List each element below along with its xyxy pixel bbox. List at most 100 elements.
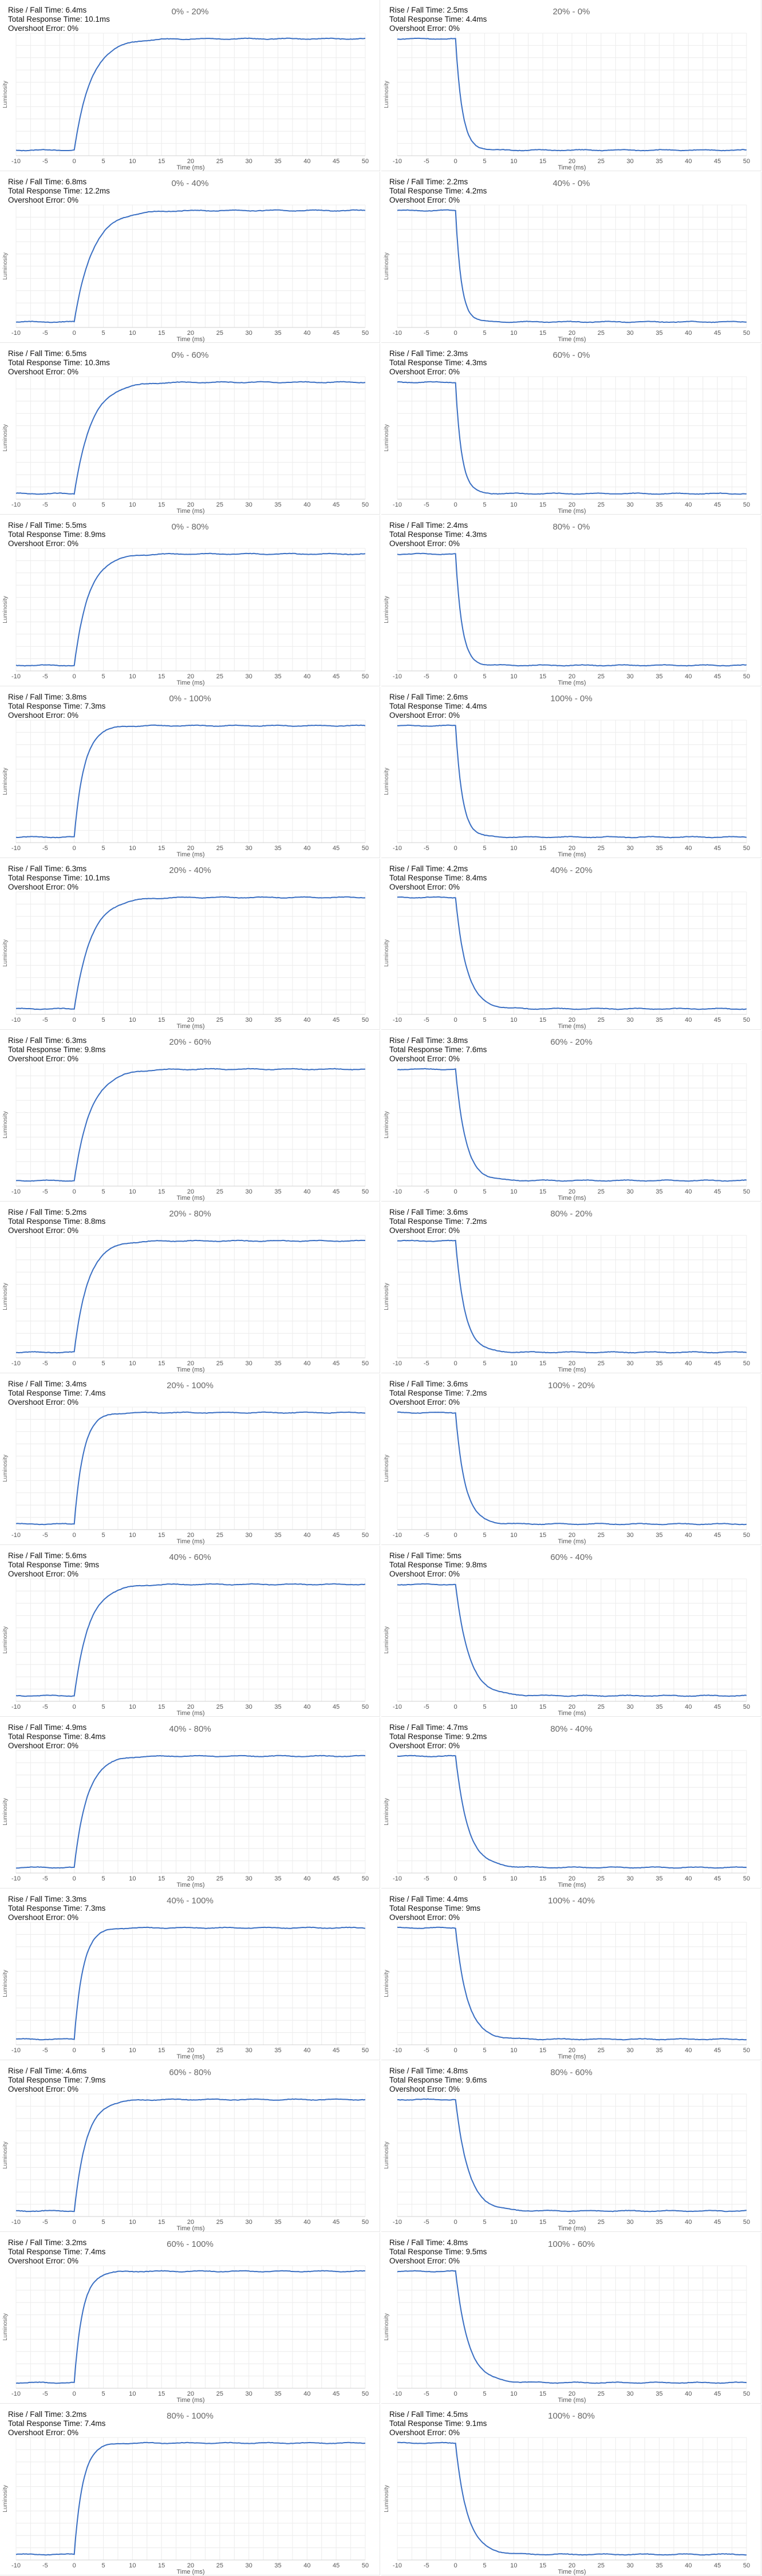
x-tick-label: -10	[393, 158, 402, 165]
luminosity-series-line	[15, 552, 366, 667]
x-tick-label: 50	[743, 2562, 750, 2569]
chart-panel: Rise / Fall Time: 3.8ms Total Response Ti…	[381, 1030, 761, 1202]
x-tick-label: 0	[73, 2047, 76, 2054]
overshoot-error-stat: Overshoot Error: 0%	[389, 1054, 460, 1063]
x-tick-label: 5	[101, 2047, 105, 2054]
x-tick-label: 40	[685, 1875, 692, 1882]
chart-panel: Rise / Fall Time: 4.5ms Total Response Ti…	[381, 2404, 761, 2575]
y-axis-label: Luminosity	[384, 939, 390, 967]
luminosity-series-line	[15, 1068, 366, 1182]
rise-fall-time-stat: Rise / Fall Time: 4.5ms	[389, 2410, 468, 2419]
x-tick-label: 5	[101, 2391, 105, 2397]
x-tick-label: -10	[393, 845, 402, 852]
x-tick-label: 0	[73, 673, 76, 680]
x-tick-label: 10	[510, 845, 517, 852]
x-tick-label: 40	[303, 2047, 310, 2054]
x-tick-label: 10	[510, 2562, 517, 2569]
total-response-time-stat: Total Response Time: 8.4ms	[8, 1732, 106, 1741]
chart-panel: Rise / Fall Time: 5.6ms Total Response Ti…	[0, 1546, 380, 1717]
total-response-time-stat: Total Response Time: 4.3ms	[389, 530, 487, 539]
overshoot-error-stat: Overshoot Error: 0%	[8, 1226, 79, 1235]
x-tick-label: -5	[424, 330, 429, 337]
stats-block: Rise / Fall Time: 2.4ms Total Response Ti…	[389, 521, 487, 548]
stats-block: Rise / Fall Time: 5ms Total Response Time…	[389, 1551, 487, 1579]
stats-block: Rise / Fall Time: 6.8ms Total Response Ti…	[8, 177, 110, 205]
luminosity-plot: -10 -5 0 5 10 15 20 25 30 35 40 45 50 Time (ms) Lumino…	[384, 376, 750, 515]
x-tick-label: 45	[714, 1017, 721, 1024]
x-tick-label: 45	[333, 2047, 339, 2054]
x-tick-label: 20	[187, 2219, 194, 2226]
stats-block: Rise / Fall Time: 2.6ms Total Response Ti…	[389, 693, 487, 720]
y-axis-label: Luminosity	[2, 1455, 9, 1482]
x-tick-label: 50	[743, 2391, 750, 2397]
x-tick-label: 25	[598, 1360, 605, 1367]
x-tick-label: 25	[216, 673, 223, 680]
x-tick-label: 0	[454, 158, 457, 165]
x-tick-label: 45	[714, 2391, 721, 2397]
overshoot-error-stat: Overshoot Error: 0%	[389, 711, 460, 720]
x-tick-label: 10	[510, 1704, 517, 1710]
rise-fall-time-stat: Rise / Fall Time: 3.8ms	[8, 693, 87, 701]
total-response-time-stat: Total Response Time: 7.3ms	[8, 1904, 106, 1913]
x-tick-label: 50	[743, 673, 750, 680]
x-tick-label: -10	[11, 1532, 21, 1539]
x-tick-label: 0	[454, 1360, 457, 1367]
x-tick-label: 35	[274, 2562, 281, 2569]
luminosity-plot: -10 -5 0 5 10 15 20 25 30 35 40 45 50 Time (ms) Lumino…	[2, 1406, 369, 1545]
x-tick-label: 0	[454, 2219, 457, 2226]
luminosity-plot: -10 -5 0 5 10 15 20 25 30 35 40 45 50 Time (ms) Lumino…	[2, 204, 369, 343]
x-tick-label: 30	[627, 158, 634, 165]
x-tick-label: 35	[274, 1875, 281, 1882]
x-tick-label: 20	[568, 1188, 575, 1195]
x-tick-label: 50	[362, 330, 369, 337]
stats-block: Rise / Fall Time: 2.2ms Total Response Ti…	[389, 177, 487, 205]
x-tick-label: -5	[424, 1704, 429, 1710]
chart-panel: Rise / Fall Time: 3.2ms Total Response Ti…	[0, 2233, 380, 2404]
x-tick-label: 35	[274, 1017, 281, 1024]
x-tick-label: 50	[743, 2047, 750, 2054]
x-tick-label: 0	[73, 501, 76, 508]
y-axis-label: Luminosity	[384, 1283, 390, 1310]
x-tick-label: 45	[714, 2562, 721, 2569]
x-tick-label: 45	[333, 2219, 339, 2226]
stats-block: Rise / Fall Time: 5.6ms Total Response Ti…	[8, 1551, 99, 1579]
x-tick-label: 25	[598, 1017, 605, 1024]
x-tick-label: 45	[333, 1017, 339, 1024]
x-tick-label: 15	[539, 2562, 546, 2569]
x-tick-label: 30	[627, 2391, 634, 2397]
stats-block: Rise / Fall Time: 4.5ms Total Response Ti…	[389, 2410, 487, 2437]
x-tick-label: 50	[743, 501, 750, 508]
x-tick-label: 15	[158, 501, 165, 508]
overshoot-error-stat: Overshoot Error: 0%	[389, 196, 460, 204]
x-tick-label: 0	[454, 1017, 457, 1024]
x-tick-label: 15	[158, 845, 165, 852]
x-tick-label: 20	[187, 1532, 194, 1539]
x-tick-label: 10	[129, 2219, 136, 2226]
x-tick-label: 40	[303, 501, 310, 508]
y-axis-label: Luminosity	[2, 1283, 9, 1310]
x-tick-label: -5	[424, 1360, 429, 1367]
x-tick-label: 0	[73, 2219, 76, 2226]
stats-block: Rise / Fall Time: 4.2ms Total Response Ti…	[389, 864, 487, 892]
x-tick-label: 10	[129, 1017, 136, 1024]
x-tick-label: 15	[158, 2219, 165, 2226]
x-tick-label: 10	[510, 501, 517, 508]
x-tick-label: 50	[743, 1360, 750, 1367]
rise-fall-time-stat: Rise / Fall Time: 5ms	[389, 1551, 462, 1560]
x-tick-label: 0	[73, 2391, 76, 2397]
x-tick-label: 30	[246, 2047, 252, 2054]
luminosity-series-line	[397, 1926, 747, 2041]
x-tick-label: 30	[627, 2047, 634, 2054]
y-axis-label: Luminosity	[384, 596, 390, 623]
x-tick-label: 25	[216, 1704, 223, 1710]
stats-block: Rise / Fall Time: 4.9ms Total Response Ti…	[8, 1723, 105, 1751]
rise-fall-time-stat: Rise / Fall Time: 4.8ms	[389, 2067, 468, 2075]
x-tick-label: 50	[362, 158, 369, 165]
x-axis-label: Time (ms)	[558, 851, 586, 858]
overshoot-error-stat: Overshoot Error: 0%	[8, 539, 79, 548]
luminosity-series-line	[397, 1411, 747, 1526]
x-tick-label: 5	[483, 330, 486, 337]
x-tick-label: 40	[303, 158, 310, 165]
x-tick-label: 25	[598, 2391, 605, 2397]
x-tick-label: 40	[303, 1017, 310, 1024]
